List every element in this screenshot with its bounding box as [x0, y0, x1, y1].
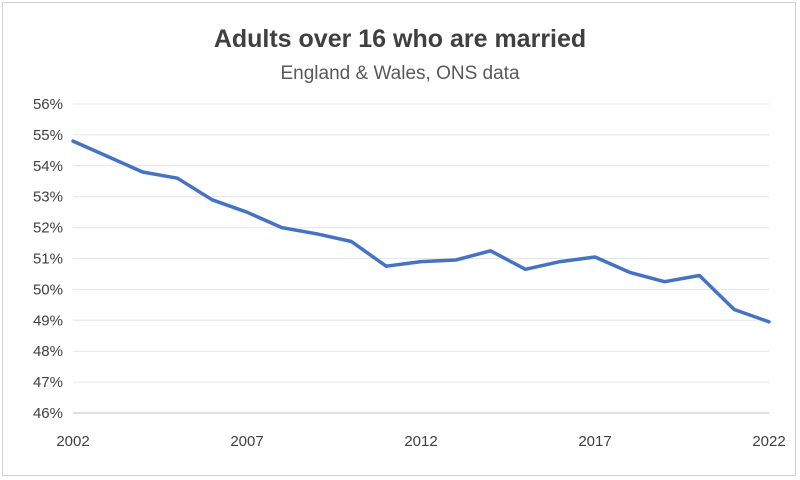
line-chart: 56% 55% 54% 53% 52% 51% 50% 49% 48% 47% 46% 2002 200…: [33, 96, 786, 450]
y-tick-label: 50%: [33, 281, 63, 298]
data-point: [663, 280, 666, 283]
data-point: [315, 232, 318, 235]
x-tick-label: 2007: [230, 433, 263, 450]
data-point: [768, 320, 771, 323]
y-tick-label: 48%: [33, 343, 63, 360]
y-tick-label: 53%: [33, 189, 63, 206]
x-tick-label: 2002: [56, 433, 89, 450]
tick-labels: 56% 55% 54% 53% 52% 51% 50% 49% 48% 47% 46% 2002 200…: [33, 96, 786, 450]
data-point: [524, 268, 527, 271]
data-point: [698, 274, 701, 277]
y-tick-label: 47%: [33, 374, 63, 391]
gridlines: [73, 103, 769, 383]
data-point: [733, 308, 736, 311]
data-point: [454, 259, 457, 262]
series-line-0: [71, 139, 771, 324]
data-point: [385, 265, 388, 268]
data-point: [594, 256, 597, 259]
y-tick-label: 51%: [33, 251, 63, 268]
y-tick-label: 55%: [33, 127, 63, 144]
y-tick-label: 56%: [33, 96, 63, 113]
x-tick-label: 2017: [578, 433, 611, 450]
y-tick-label: 52%: [33, 220, 63, 237]
data-point: [559, 260, 562, 263]
x-tick-label: 2012: [404, 433, 437, 450]
data-point: [420, 260, 423, 263]
data-point: [246, 211, 249, 214]
y-tick-label: 46%: [33, 405, 63, 422]
data-point: [72, 140, 75, 143]
data-point: [176, 177, 179, 180]
series-layer: [71, 139, 771, 324]
x-tick-label: 2022: [752, 433, 785, 450]
data-point: [211, 198, 214, 201]
y-tick-label: 54%: [33, 158, 63, 175]
data-point: [628, 271, 631, 274]
data-point: [350, 240, 353, 243]
data-point: [489, 249, 492, 252]
chart-title: Adults over 16 who are married: [213, 25, 587, 53]
data-point: [280, 226, 283, 229]
chart-subtitle: England & Wales, ONS data: [280, 63, 520, 84]
y-tick-label: 49%: [33, 312, 63, 329]
data-point: [106, 155, 109, 158]
data-point: [141, 171, 144, 174]
